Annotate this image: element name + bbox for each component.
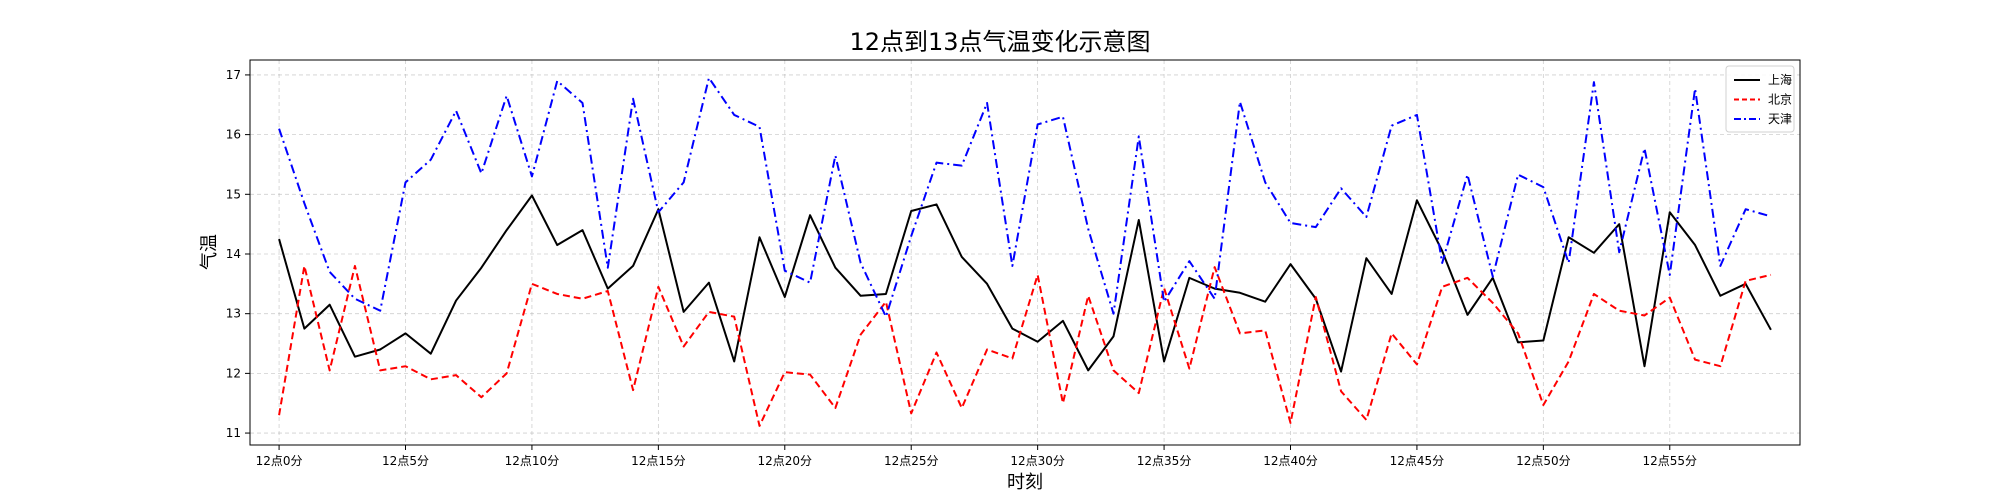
- x-tick-label: 12点25分: [884, 454, 939, 468]
- y-axis-title: 气温: [199, 234, 220, 270]
- y-tick-label: 13: [226, 307, 241, 321]
- y-tick-label: 17: [226, 68, 241, 82]
- series-0: [278, 194, 1772, 373]
- chart-title: 12点到13点气温变化示意图: [849, 28, 1150, 56]
- legend-label: 上海: [1768, 72, 1792, 87]
- y-tick-label: 12: [226, 366, 241, 380]
- series-1: [278, 264, 1772, 427]
- y-tick-label: 15: [226, 187, 241, 201]
- x-tick-label: 12点10分: [505, 454, 560, 468]
- series-line: [278, 194, 1772, 373]
- y-tick-label: 16: [226, 128, 241, 142]
- x-tick-label: 12点45分: [1390, 454, 1445, 468]
- x-tick-label: 12点35分: [1137, 454, 1192, 468]
- series-2: [278, 76, 1772, 318]
- legend-label: 天津: [1768, 112, 1792, 126]
- y-tick-label: 11: [226, 426, 241, 440]
- x-tick-label: 12点30分: [1010, 454, 1065, 468]
- series-line: [278, 264, 1772, 427]
- legend-label: 北京: [1768, 93, 1792, 107]
- grid-layer: [250, 60, 1800, 445]
- x-tick-label: 12点50分: [1516, 454, 1571, 468]
- x-tick-label: 12点40分: [1263, 454, 1318, 468]
- plot-frame: [249, 59, 1801, 446]
- y-tick-label: 14: [226, 247, 241, 261]
- x-tick-label: 12点5分: [382, 454, 429, 468]
- series-line: [278, 76, 1772, 318]
- x-axis-title: 时刻: [1007, 472, 1043, 493]
- series-layer: [278, 76, 1772, 427]
- x-tick-label: 12点20分: [758, 454, 813, 468]
- x-tick-label: 12点0分: [256, 454, 303, 468]
- ticks-layer: 11 12 13 14 15 16 17 12点0分 12点5分 12点10分 12点15分 12点2…: [226, 68, 1697, 468]
- x-tick-label: 12点15分: [631, 454, 686, 468]
- x-tick-label: 12点55分: [1643, 454, 1698, 468]
